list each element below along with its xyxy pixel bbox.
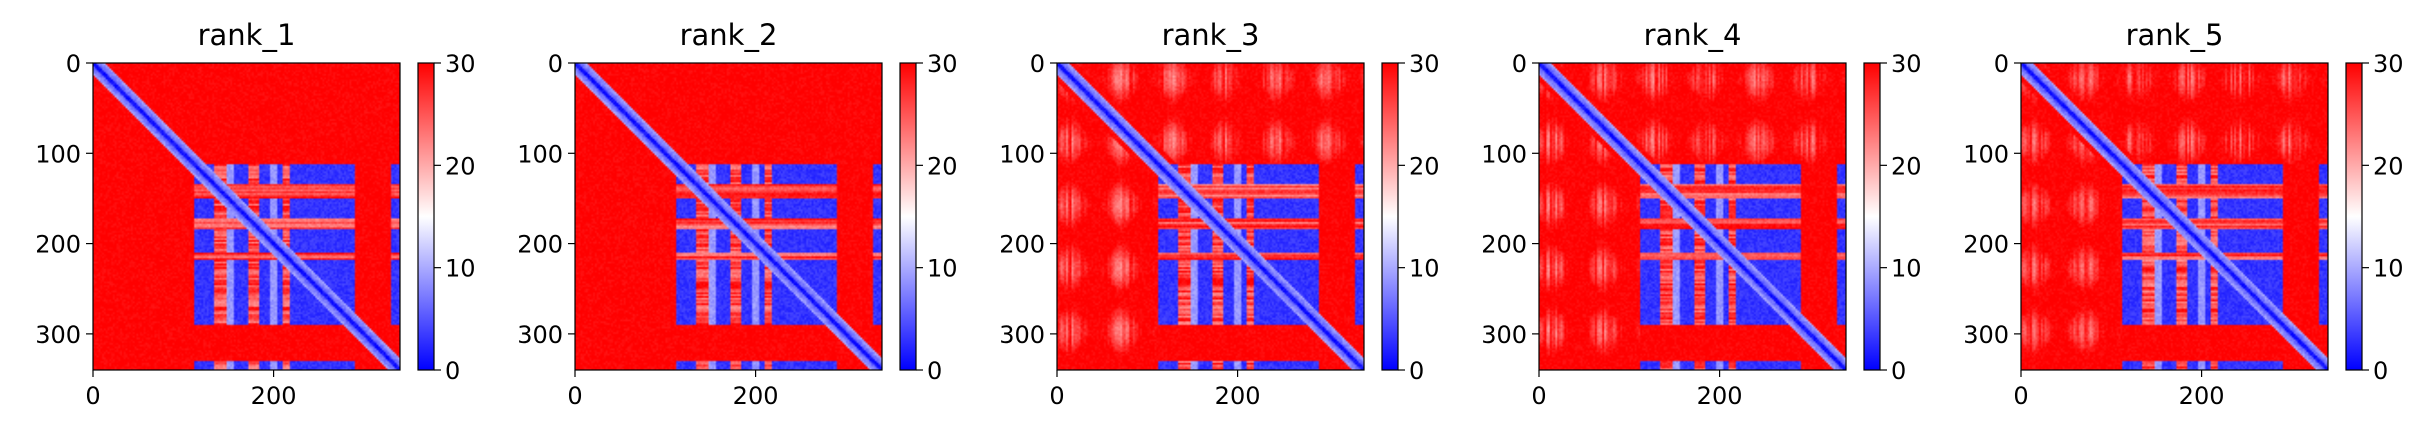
colorbar-tick-label: 10 <box>927 255 958 283</box>
colorbar-tick-label: 10 <box>1409 255 1440 283</box>
colorbar-tick-label: 30 <box>927 50 958 78</box>
colorbar <box>2345 62 2363 371</box>
colorbar-tick-label: 0 <box>2373 357 2388 385</box>
x-tick-label: 200 <box>2179 382 2225 410</box>
y-tick-label: 0 <box>548 50 563 78</box>
y-tick-label: 100 <box>1963 140 2009 168</box>
colorbar-tick-label: 30 <box>445 50 476 78</box>
y-tick-label: 0 <box>1994 50 2009 78</box>
panel-1: rank_1 0 100 200 300 0 200 0 10 20 30 <box>35 18 475 410</box>
colorbar-tick-label: 10 <box>1891 255 1922 283</box>
x-tick-label: 200 <box>1215 382 1261 410</box>
colorbar-tick-label: 0 <box>1891 357 1906 385</box>
heatmap-image <box>1057 63 1364 370</box>
x-tick-label: 0 <box>1049 382 1064 410</box>
colorbar-tick-label: 20 <box>927 152 958 180</box>
colorbar <box>417 62 435 371</box>
y-tick-label: 200 <box>999 231 1045 259</box>
colorbar-tick-label: 20 <box>2373 152 2404 180</box>
colorbar-tick-label: 30 <box>1891 50 1922 78</box>
y-tick-label: 300 <box>999 321 1045 349</box>
colorbar-tick-label: 0 <box>1409 357 1424 385</box>
colorbar-tick-label: 20 <box>445 152 476 180</box>
x-tick-label: 200 <box>1697 382 1743 410</box>
heatmap-image <box>575 63 882 370</box>
colorbar-tick-label: 10 <box>2373 255 2404 283</box>
colorbar-tick-label: 0 <box>445 357 460 385</box>
colorbar <box>1863 62 1881 371</box>
x-tick-label: 0 <box>1531 382 1546 410</box>
y-tick-label: 0 <box>1512 50 1527 78</box>
y-tick-label: 300 <box>1481 321 1527 349</box>
panel-title: rank_4 <box>1644 18 1742 52</box>
axes-frame <box>2020 62 2329 371</box>
colorbar-tick-label: 0 <box>927 357 942 385</box>
x-tick-label: 0 <box>567 382 582 410</box>
y-tick-label: 0 <box>66 50 81 78</box>
panel-4: rank_4 0 100 200 300 0 200 0 10 20 30 <box>1481 18 1921 410</box>
axes-frame <box>574 62 883 371</box>
y-tick-label: 100 <box>1481 140 1527 168</box>
colorbar-tick-label: 20 <box>1409 152 1440 180</box>
axes-frame <box>1056 62 1365 371</box>
colorbar-tick-label: 30 <box>2373 50 2404 78</box>
panel-title: rank_5 <box>2126 18 2224 52</box>
x-tick-label: 200 <box>251 382 297 410</box>
y-tick-label: 100 <box>517 140 563 168</box>
heatmap-image <box>2021 63 2328 370</box>
axes-frame <box>1538 62 1847 371</box>
y-tick-label: 0 <box>1030 50 1045 78</box>
y-tick-label: 200 <box>35 231 81 259</box>
colorbar-tick-label: 30 <box>1409 50 1440 78</box>
panel-2: rank_2 0 100 200 300 0 200 0 10 20 30 <box>517 18 957 410</box>
panel-title: rank_2 <box>680 18 778 52</box>
panel-3: rank_3 0 100 200 300 0 200 0 10 20 30 <box>999 18 1439 410</box>
y-tick-label: 200 <box>1481 231 1527 259</box>
y-tick-label: 200 <box>1963 231 2009 259</box>
y-tick-label: 300 <box>517 321 563 349</box>
heatmap-image <box>93 63 400 370</box>
y-tick-label: 200 <box>517 231 563 259</box>
colorbar-tick-label: 10 <box>445 255 476 283</box>
y-tick-label: 100 <box>35 140 81 168</box>
y-tick-label: 300 <box>35 321 81 349</box>
y-tick-label: 300 <box>1963 321 2009 349</box>
panel-5: rank_5 0 100 200 300 0 200 0 10 20 30 <box>1963 18 2403 410</box>
heatmap-image <box>1539 63 1846 370</box>
axes-frame <box>92 62 401 371</box>
x-tick-label: 200 <box>733 382 779 410</box>
y-tick-label: 100 <box>999 140 1045 168</box>
colorbar <box>899 62 917 371</box>
panel-title: rank_1 <box>198 18 296 52</box>
panel-title: rank_3 <box>1162 18 1260 52</box>
x-tick-label: 0 <box>2013 382 2028 410</box>
colorbar-tick-label: 20 <box>1891 152 1922 180</box>
x-tick-label: 0 <box>85 382 100 410</box>
colorbar <box>1381 62 1399 371</box>
